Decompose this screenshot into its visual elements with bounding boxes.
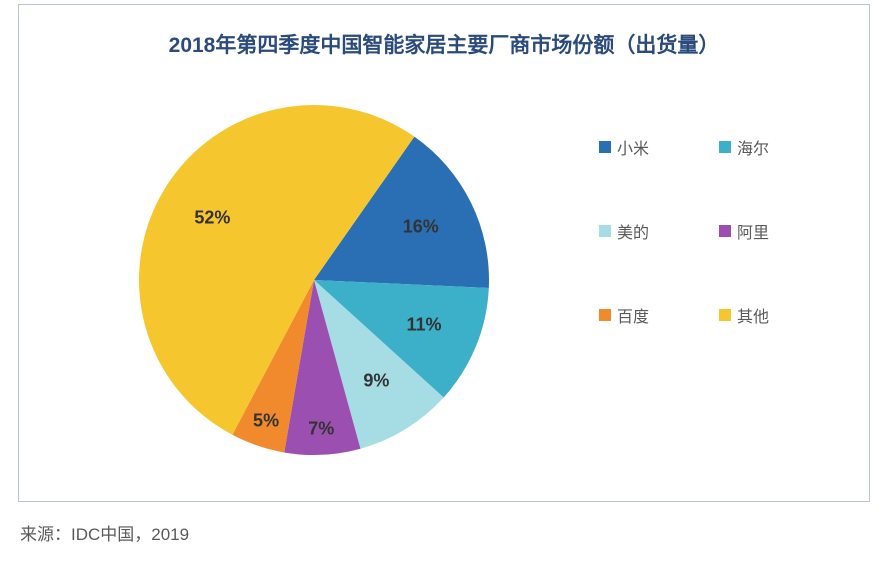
legend: 小米 海尔美的 阿里百度 其他: [599, 135, 849, 387]
legend-swatch: [599, 225, 611, 237]
legend-row: 小米 海尔: [599, 135, 849, 159]
legend-label: 其他: [737, 303, 769, 327]
slice-label-1: 11%: [406, 315, 441, 336]
legend-item-5: 其他: [719, 303, 839, 327]
pie-chart: [129, 95, 499, 465]
legend-label: 小米: [617, 135, 649, 159]
legend-label: 阿里: [737, 219, 769, 243]
legend-label: 美的: [617, 219, 649, 243]
slice-label-0: 16%: [403, 217, 439, 238]
slice-label-5: 52%: [194, 207, 230, 228]
legend-swatch: [599, 141, 611, 153]
legend-label: 海尔: [737, 135, 769, 159]
legend-item-2: 美的: [599, 219, 719, 243]
legend-item-1: 海尔: [719, 135, 839, 159]
legend-swatch: [719, 141, 731, 153]
legend-swatch: [719, 225, 731, 237]
slice-label-4: 5%: [253, 410, 279, 431]
chart-title: 2018年第四季度中国智能家居主要厂商市场份额（出货量）: [19, 29, 869, 59]
legend-label: 百度: [617, 303, 649, 327]
chart-frame: 2018年第四季度中国智能家居主要厂商市场份额（出货量） 16% 11% 9% 7% 5…: [18, 4, 870, 502]
legend-swatch: [599, 309, 611, 321]
legend-row: 百度 其他: [599, 303, 849, 327]
source-text: 来源：IDC中国，2019: [20, 520, 189, 545]
legend-item-0: 小米: [599, 135, 719, 159]
pie-container: 16% 11% 9% 7% 5% 52%: [129, 95, 499, 465]
slice-label-3: 7%: [308, 418, 334, 439]
slice-label-2: 9%: [363, 371, 389, 392]
legend-item-3: 阿里: [719, 219, 839, 243]
legend-swatch: [719, 309, 731, 321]
legend-row: 美的 阿里: [599, 219, 849, 243]
legend-item-4: 百度: [599, 303, 719, 327]
